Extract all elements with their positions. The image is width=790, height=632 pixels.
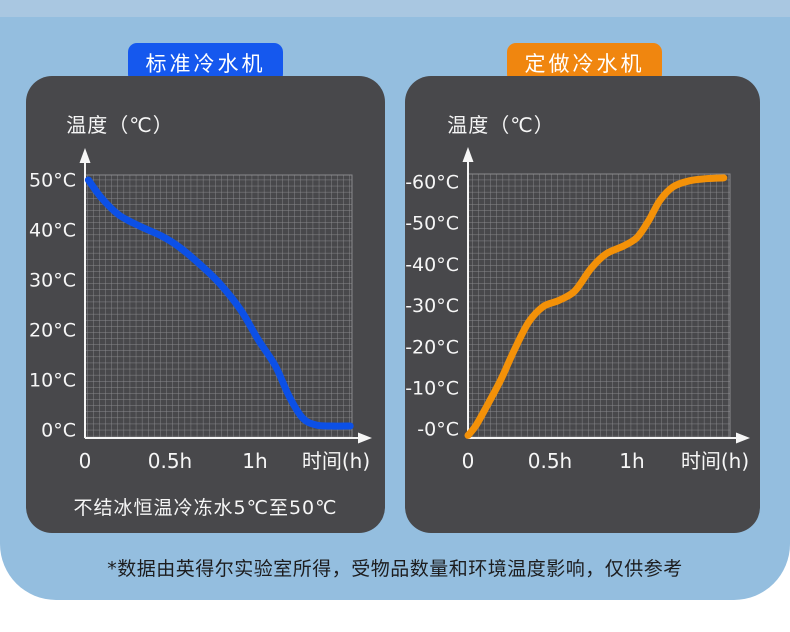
custom-chiller-badge-label: 定做冷水机	[524, 52, 645, 76]
y-axis-arrow-icon	[79, 148, 91, 163]
x-tick-label: 0.5h	[148, 449, 192, 473]
x-tick-label: 0	[79, 449, 92, 473]
y-tick-label: 40°C	[29, 220, 76, 242]
custom-chiller-chart: -60°C -50°C -40°C -30°C -20°C -10°C -0°C0 0.5h 1…	[405, 113, 750, 473]
y-tick-label: -50°C	[405, 213, 459, 235]
y-tick-label: 20°C	[29, 320, 76, 342]
standard-chiller-panel: 50°C 40°C 30°C 20°C 10°C 0°C 0 0.5h 1h 时间(h) 温度（℃）…	[26, 76, 385, 533]
y-tick-label: -40°C	[405, 254, 459, 276]
y-tick-label: -20°C	[405, 336, 459, 358]
x-tick-label: 1h	[619, 449, 644, 473]
axis-title: 温度（℃）	[66, 113, 173, 137]
y-tick-label: 30°C	[29, 270, 76, 292]
y-tick-label: 10°C	[29, 370, 76, 392]
chart-caption: 不结冰恒温冷冻水5℃至50℃	[74, 497, 338, 519]
y-tick-label: 0°C	[41, 420, 76, 442]
x-tick-label: 1h	[242, 449, 267, 473]
top-strip	[0, 0, 790, 17]
footnote: *数据由英得尔实验室所得，受物品数量和环境温度影响，仅供参考	[107, 558, 683, 580]
y-tick-label: -0°C	[417, 419, 459, 441]
x-tick-label: 0	[462, 449, 475, 473]
grid	[468, 174, 730, 438]
y-tick-label: -10°C	[405, 378, 459, 400]
temperature-curve	[464, 174, 728, 439]
x-axis-arrow-icon	[358, 432, 372, 444]
y-tick-label: -60°C	[405, 172, 459, 194]
custom-chiller-panel: -60°C -50°C -40°C -30°C -20°C -10°C -0°C 0 0.5h 1…	[405, 76, 760, 533]
x-axis-label: 时间(h)	[681, 449, 749, 473]
x-axis-label: 时间(h)	[302, 449, 370, 473]
temperature-curve	[84, 176, 354, 430]
x-axis-arrow-icon	[736, 432, 750, 444]
y-axis-arrow-icon	[462, 147, 474, 162]
standard-chiller-chart: 50°C 40°C 30°C 20°C 10°C 0°C0 0.5h 1h 时间(h) 温度（℃）…	[29, 113, 372, 519]
y-tick-label: -30°C	[405, 295, 459, 317]
axis-title: 温度（℃）	[447, 113, 554, 137]
grid	[85, 175, 352, 438]
standard-chiller-badge-label: 标准冷水机	[145, 52, 266, 76]
y-tick-label: 50°C	[29, 170, 76, 192]
x-tick-label: 0.5h	[528, 449, 572, 473]
